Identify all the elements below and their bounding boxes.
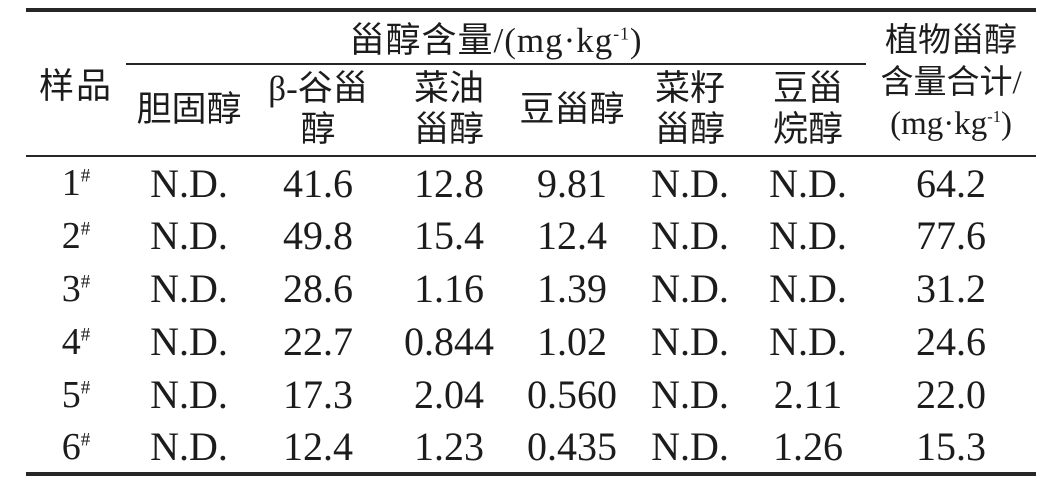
col-header-stigmastanol-line1: 豆甾: [773, 69, 844, 109]
value-cell: 64.2: [916, 160, 987, 206]
group-header-superscript: -1: [613, 23, 630, 44]
table-row: 2# N.D. 49.8 15.4 12.4 N.D. N.D. 77.6: [26, 209, 1036, 262]
value-cell: 15.4: [414, 213, 484, 258]
total-header-line1: 植物甾醇: [885, 22, 1018, 59]
value-cell: N.D.: [769, 266, 847, 311]
col-header-campesterol-line1: 菜油: [413, 69, 484, 109]
col-header-cholesterol: 胆固醇: [126, 64, 252, 157]
table-container: 样品 甾醇含量/(mg·kg-1) 植物甾醇 含量合计/ (mg·kg-1) 胆…: [26, 8, 1037, 476]
sample-cell: 4#: [26, 315, 126, 368]
value-cell: 17.3: [283, 372, 353, 417]
value-cell: N.D.: [150, 160, 228, 206]
col-header-stigmastanol: 豆甾 烷醇: [750, 64, 867, 157]
value-cell: 1.23: [414, 424, 484, 469]
value-cell: 41.6: [283, 160, 353, 206]
header-row-group: 样品 甾醇含量/(mg·kg-1) 植物甾醇 含量合计/ (mg·kg-1): [26, 10, 1037, 157]
col-header-stigmasterol: 豆甾醇: [514, 64, 630, 157]
col-header-brassicasterol: 菜籽 甾醇: [630, 64, 750, 157]
value-cell: N.D.: [651, 266, 729, 311]
sample-number: 1: [61, 162, 81, 204]
group-header-close: ): [629, 21, 643, 60]
sample-column-header: 样品: [26, 10, 126, 157]
table-row: 6# N.D. 12.4 1.23 0.435 N.D. 1.26 15.3: [26, 421, 1036, 474]
value-cell: 49.8: [283, 213, 353, 258]
value-cell: N.D.: [769, 160, 847, 206]
sample-cell: 3#: [26, 262, 126, 315]
value-cell: 0.435: [527, 424, 617, 469]
value-cell: N.D.: [150, 424, 228, 469]
table-row: 3# N.D. 28.6 1.16 1.39 N.D. N.D. 31.2: [26, 262, 1036, 315]
total-phytosterol-column-header: 植物甾醇 含量合计/ (mg·kg-1): [866, 10, 1037, 157]
sample-number: 2: [61, 214, 81, 257]
sample-cell: 6#: [26, 421, 126, 474]
value-cell: N.D.: [150, 372, 228, 417]
total-header-unit-superscript: -1: [987, 107, 1001, 127]
col-header-brassicasterol-line1: 菜籽: [654, 69, 725, 109]
value-cell: 22.7: [283, 319, 353, 364]
sample-superscript: #: [80, 428, 91, 450]
table-row: 1# N.D. 41.6 12.8 9.81 N.D. N.D. 64.2: [26, 156, 1036, 209]
sample-superscript: #: [80, 165, 91, 187]
value-cell: 77.6: [916, 213, 987, 258]
value-cell: 31.2: [916, 266, 987, 311]
value-cell: 1.26: [773, 424, 844, 469]
value-cell: 28.6: [283, 266, 353, 311]
value-cell: 9.81: [537, 160, 607, 206]
col-header-stigmastanol-line2: 烷醇: [773, 110, 844, 149]
sample-cell: 2#: [26, 209, 126, 262]
sterol-content-group-header: 甾醇含量/(mg·kg-1): [126, 10, 867, 65]
sample-superscript: #: [80, 270, 91, 292]
value-cell: 12.4: [537, 213, 607, 258]
value-cell: N.D.: [651, 319, 729, 364]
value-cell: 1.39: [537, 266, 607, 311]
value-cell: 1.02: [537, 319, 607, 364]
sample-superscript: #: [80, 217, 91, 239]
sample-cell: 1#: [26, 156, 126, 209]
value-cell: 12.4: [283, 424, 353, 469]
value-cell: 24.6: [916, 319, 987, 364]
value-cell: 1.16: [414, 266, 484, 311]
sample-number: 5: [61, 373, 81, 416]
value-cell: N.D.: [150, 266, 228, 311]
value-cell: N.D.: [651, 372, 729, 417]
group-header-text: 甾醇含量/(mg·kg: [349, 21, 614, 60]
value-cell: 15.3: [916, 424, 987, 469]
total-header-unit: (mg·kg-1): [866, 104, 1036, 146]
col-header-brassicasterol-line2: 甾醇: [654, 110, 725, 149]
col-header-beta-sitosterol-line1: β-谷甾醇: [268, 69, 368, 149]
value-cell: N.D.: [651, 424, 729, 469]
sample-number: 3: [61, 267, 81, 310]
value-cell: N.D.: [150, 213, 228, 258]
value-cell: N.D.: [150, 319, 228, 364]
table-row: 5# N.D. 17.3 2.04 0.560 N.D. 2.11 22.0: [26, 368, 1036, 421]
value-cell: N.D.: [651, 213, 729, 258]
value-cell: 12.8: [414, 160, 484, 206]
value-cell: N.D.: [651, 160, 729, 206]
total-header-unit-text: (mg·kg: [890, 106, 988, 143]
col-header-stigmasterol-line1: 豆甾醇: [519, 89, 625, 129]
col-header-campesterol: 菜油 甾醇: [384, 64, 514, 157]
sample-number: 6: [61, 425, 81, 468]
col-header-beta-sitosterol: β-谷甾醇: [252, 64, 384, 157]
sample-superscript: #: [80, 323, 91, 345]
value-cell: 2.11: [773, 372, 843, 417]
value-cell: 22.0: [916, 372, 987, 417]
sterol-content-table: 样品 甾醇含量/(mg·kg-1) 植物甾醇 含量合计/ (mg·kg-1) 胆…: [26, 8, 1037, 476]
total-header-unit-close: ): [1000, 106, 1012, 143]
col-header-cholesterol-line1: 胆固醇: [136, 89, 242, 129]
total-header-line2: 含量合计/: [880, 64, 1022, 101]
value-cell: N.D.: [769, 319, 847, 364]
value-cell: 0.844: [404, 319, 494, 364]
value-cell: 0.560: [527, 372, 617, 417]
value-cell: N.D.: [769, 213, 847, 258]
sample-superscript: #: [80, 376, 91, 398]
value-cell: 2.04: [414, 372, 484, 417]
sample-number: 4: [61, 320, 81, 363]
header-row-subcolumns: 胆固醇 β-谷甾醇 菜油 甾醇 豆甾醇 菜籽 甾醇: [26, 64, 1036, 157]
col-header-campesterol-line2: 甾醇: [413, 110, 484, 149]
table-row: 4# N.D. 22.7 0.844 1.02 N.D. N.D. 24.6: [26, 315, 1036, 368]
sample-cell: 5#: [26, 368, 126, 421]
